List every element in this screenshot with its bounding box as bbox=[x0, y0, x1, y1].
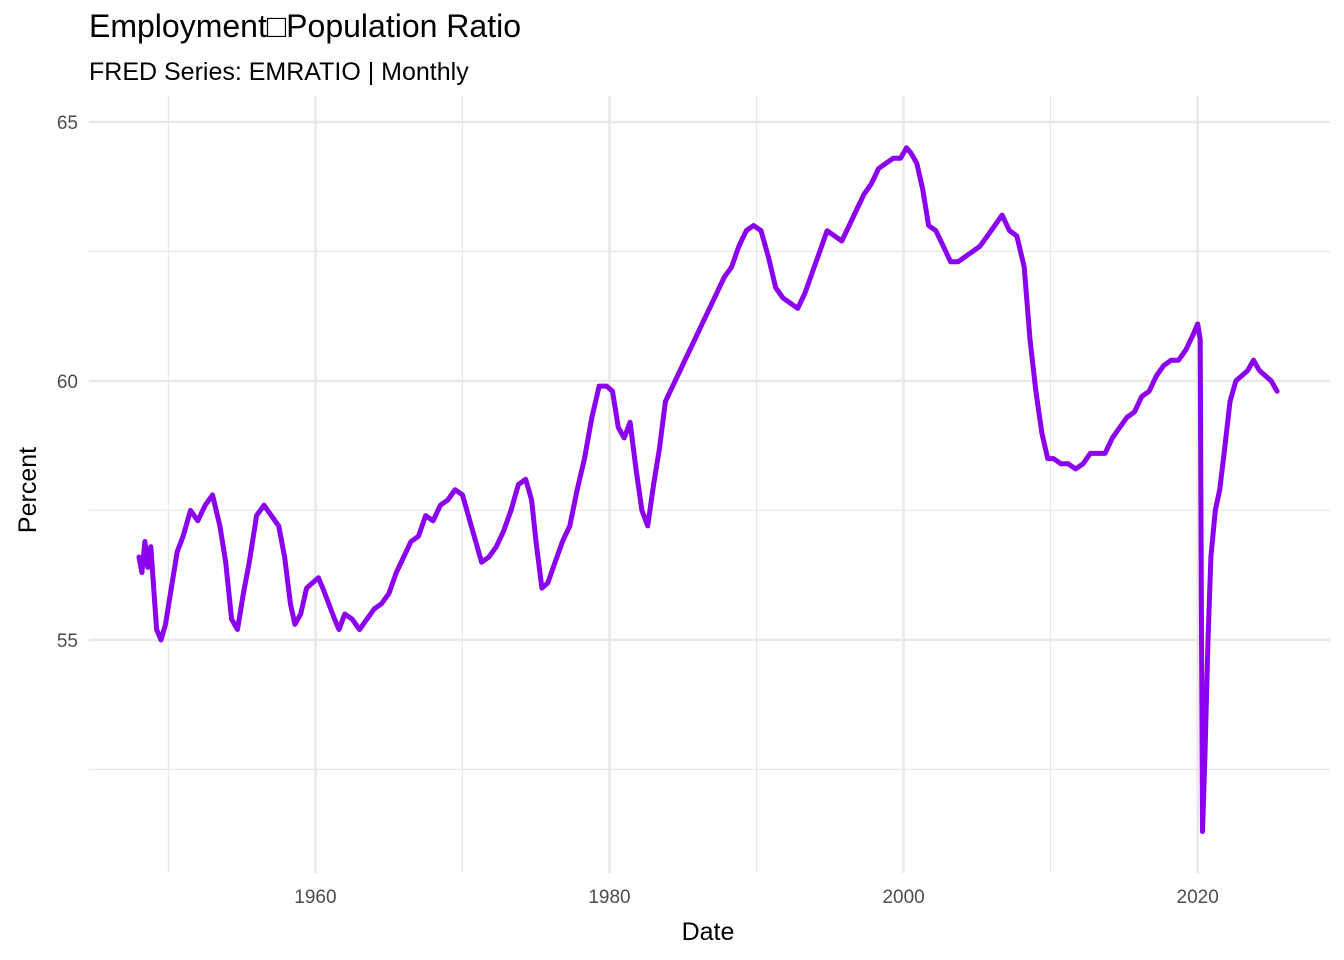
major-gridlines bbox=[89, 96, 1330, 873]
x-tick-label: 2020 bbox=[1177, 887, 1219, 908]
x-axis-ticks: 1960 1980 2000 2020 bbox=[294, 887, 1219, 908]
y-axis-ticks: 55 60 65 bbox=[57, 113, 78, 652]
y-axis-title: Percent bbox=[14, 447, 42, 533]
x-tick-label: 1960 bbox=[294, 887, 336, 908]
minor-gridlines bbox=[89, 96, 1330, 873]
chart-title: Employment□Population Ratio bbox=[89, 8, 521, 44]
y-tick-label: 65 bbox=[57, 113, 78, 134]
x-tick-label: 1980 bbox=[588, 887, 630, 908]
chart-subtitle: FRED Series: EMRATIO | Monthly bbox=[89, 58, 469, 86]
y-tick-label: 55 bbox=[57, 631, 78, 652]
series-line bbox=[136, 145, 1280, 835]
x-tick-label: 2000 bbox=[882, 887, 924, 908]
y-tick-label: 60 bbox=[57, 372, 78, 393]
x-axis-title: Date bbox=[682, 918, 735, 946]
